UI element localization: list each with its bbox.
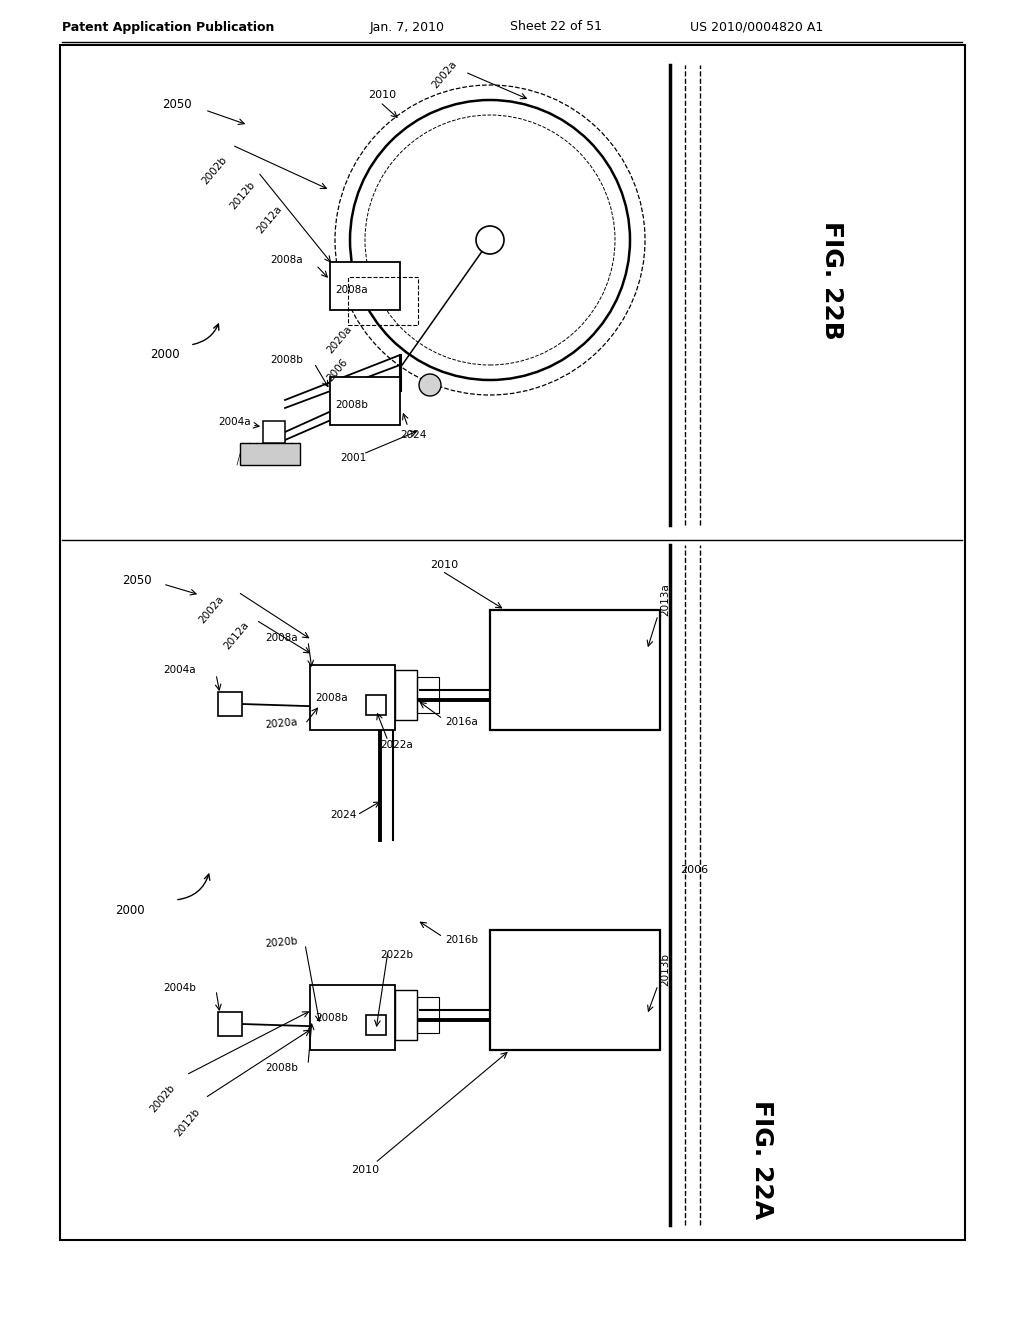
Text: 2004a: 2004a [218, 417, 251, 426]
Text: 2013a: 2013a [660, 583, 670, 616]
Text: 2016b: 2016b [445, 935, 478, 945]
Text: 2000: 2000 [115, 903, 144, 916]
Text: 2008a: 2008a [335, 285, 368, 294]
Bar [218, 692, 242, 715]
Text: 2000: 2000 [150, 348, 179, 362]
Bar [263, 421, 285, 444]
Text: 2012a: 2012a [222, 620, 251, 652]
Text: 2050: 2050 [122, 573, 152, 586]
Bar [330, 378, 400, 425]
Text: 2010: 2010 [430, 560, 458, 570]
Bar [310, 985, 395, 1049]
Text: 2004b: 2004b [163, 983, 196, 993]
Text: 2010: 2010 [368, 90, 396, 100]
Bar [417, 997, 439, 1034]
Text: 2002b: 2002b [200, 154, 228, 186]
Text: 2016a: 2016a [445, 717, 478, 727]
Text: 2008b: 2008b [270, 355, 303, 366]
Circle shape [476, 226, 504, 253]
Bar [348, 277, 418, 325]
Text: Jan. 7, 2010: Jan. 7, 2010 [370, 21, 445, 33]
Text: 2010: 2010 [351, 1166, 379, 1175]
Text: 2008b: 2008b [335, 400, 368, 411]
Text: 2013b: 2013b [660, 953, 670, 986]
Text: 2008b: 2008b [265, 1063, 298, 1073]
Bar [310, 665, 395, 730]
Bar [395, 990, 417, 1040]
Text: 2008a: 2008a [265, 634, 298, 643]
Bar [60, 45, 965, 1239]
Bar [218, 1012, 242, 1036]
Text: 2022b: 2022b [380, 950, 413, 960]
Text: 2012a: 2012a [255, 205, 284, 236]
Bar [330, 261, 400, 310]
Bar [366, 1015, 386, 1035]
Text: FIG. 22A: FIG. 22A [750, 1101, 774, 1220]
Text: 2002a: 2002a [197, 594, 225, 626]
Text: FIG. 22B: FIG. 22B [820, 220, 844, 339]
Text: 2001: 2001 [340, 453, 367, 463]
Bar [490, 610, 660, 730]
Text: 2024: 2024 [400, 430, 426, 440]
Text: 2020a: 2020a [325, 325, 353, 355]
Text: 2050: 2050 [162, 99, 191, 111]
Text: 2024: 2024 [330, 810, 356, 820]
Text: 2002b: 2002b [148, 1082, 177, 1114]
Text: Patent Application Publication: Patent Application Publication [62, 21, 274, 33]
Bar [417, 677, 439, 713]
Text: 2002a: 2002a [430, 59, 459, 91]
Circle shape [419, 374, 441, 396]
Text: 2022a: 2022a [380, 741, 413, 750]
Text: 2008b: 2008b [315, 1012, 348, 1023]
Text: 2012b: 2012b [173, 1106, 202, 1138]
Text: 2020a: 2020a [265, 718, 298, 730]
Text: 2004a: 2004a [163, 665, 196, 675]
Bar [395, 671, 417, 719]
Text: Sheet 22 of 51: Sheet 22 of 51 [510, 21, 602, 33]
Bar [490, 931, 660, 1049]
Bar [366, 696, 386, 715]
Text: 2020b: 2020b [265, 937, 299, 949]
Bar [240, 444, 300, 465]
Text: 2006: 2006 [325, 356, 349, 383]
Text: 2006: 2006 [680, 865, 709, 875]
Text: 2008a: 2008a [315, 693, 347, 704]
Text: 2008a: 2008a [270, 255, 303, 265]
Text: 2012b: 2012b [228, 180, 257, 211]
Text: US 2010/0004820 A1: US 2010/0004820 A1 [690, 21, 823, 33]
